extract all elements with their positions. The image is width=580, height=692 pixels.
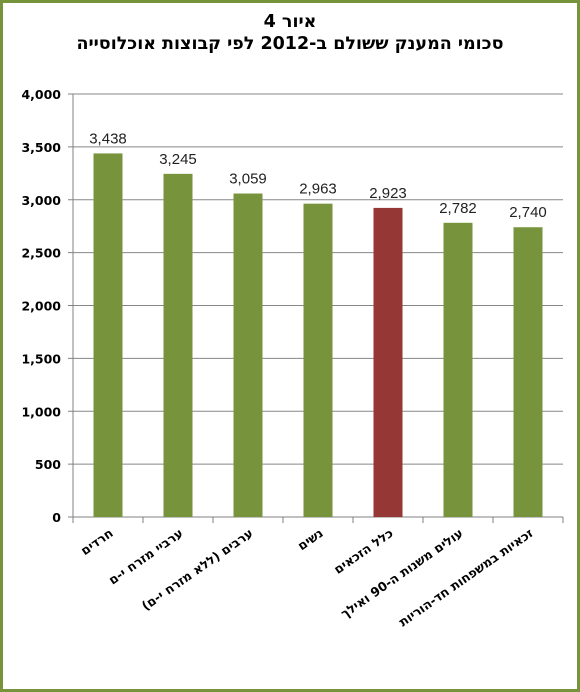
data-label: 2,740	[509, 204, 547, 221]
x-tick-label: חרדים	[78, 525, 116, 558]
y-tick-label: 2,000	[21, 299, 61, 314]
x-tick-label: נשים	[295, 525, 326, 553]
bar	[373, 207, 403, 517]
x-tick-label: ערבים (ללא מזרח י-ם)	[139, 525, 256, 613]
y-tick-label: 3,500	[21, 140, 61, 155]
y-tick-label: 4,000	[21, 87, 61, 102]
y-tick-label: 3,000	[21, 193, 61, 208]
chart-title: איור 4 סכומי המענק ששולם ב-2012 לפי קבוצ…	[3, 11, 577, 55]
data-label: 2,923	[369, 185, 407, 202]
data-label: 3,245	[159, 151, 197, 168]
data-label: 2,963	[299, 181, 337, 198]
data-label: 3,059	[229, 171, 267, 188]
bar	[513, 227, 543, 517]
bar	[93, 153, 123, 517]
x-tick-label: כלל הזכאים	[331, 525, 396, 577]
x-tick-label: עולים משנות ה-90 ואילך	[338, 525, 466, 621]
data-label: 3,438	[89, 130, 127, 147]
x-tick-label: זכאיות במשפחות חד-הוריות	[396, 525, 536, 629]
y-tick-label: 0	[52, 510, 61, 525]
y-tick-label: 2,500	[21, 246, 61, 261]
y-tick-label: 1,000	[21, 404, 61, 419]
y-tick-label: 500	[35, 457, 61, 472]
chart-title-line-1: איור 4	[263, 12, 317, 32]
bar	[303, 203, 333, 517]
data-label: 2,782	[439, 200, 477, 217]
chart-title-line-2: סכומי המענק ששולם ב-2012 לפי קבוצות אוכל…	[76, 34, 504, 54]
y-tick-label: 1,500	[21, 351, 61, 366]
bar	[163, 173, 193, 517]
bar	[233, 193, 263, 518]
bar	[443, 222, 473, 517]
